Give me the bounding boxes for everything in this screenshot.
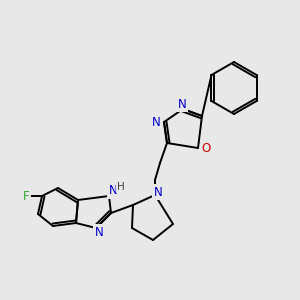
Text: N: N xyxy=(154,185,162,199)
Text: O: O xyxy=(201,142,211,155)
Text: N: N xyxy=(178,98,186,110)
Text: N: N xyxy=(109,184,117,197)
Text: F: F xyxy=(23,190,29,202)
Text: N: N xyxy=(94,226,103,238)
Text: N: N xyxy=(152,116,160,130)
Text: H: H xyxy=(117,182,125,192)
